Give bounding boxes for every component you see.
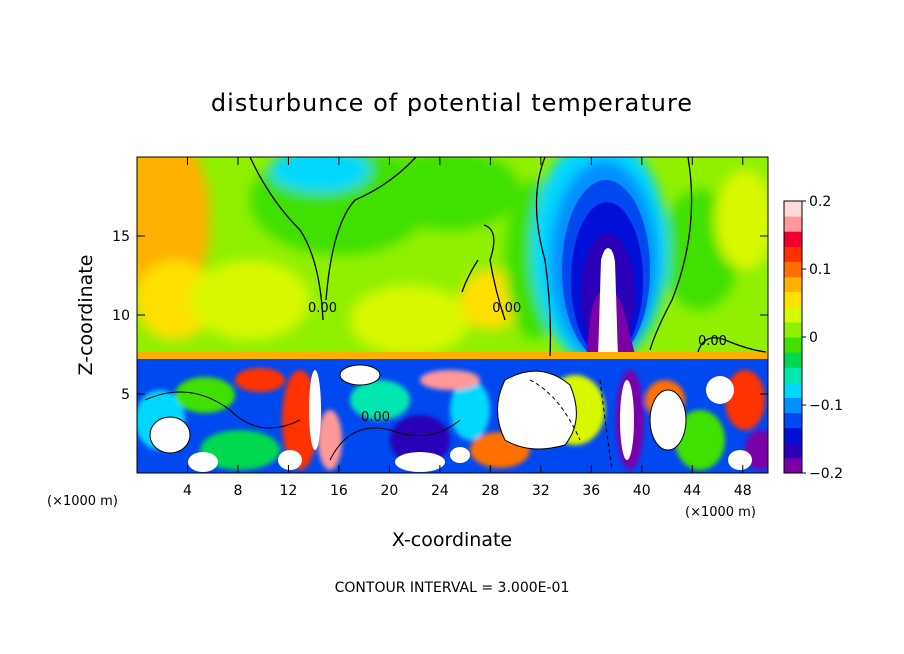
- colorbar: 0.2 0.1 0 −0.1 −0.2: [783, 194, 843, 482]
- contour-label: 0.00: [308, 301, 337, 316]
- colorbar-swatch: [784, 306, 802, 323]
- x-axis-ticks: 4 8 12 16 20 24 28 32 36 40 44 48: [183, 157, 752, 499]
- colorbar-swatch: [784, 231, 802, 247]
- contour-label: 0.00: [492, 301, 521, 316]
- contour-label: 0.00: [698, 334, 727, 349]
- y-tick-label: 10: [112, 308, 130, 324]
- y-axis-unit: (×1000 m): [47, 494, 118, 509]
- lower-field-patches: [149, 364, 752, 472]
- x-tick-label: 28: [481, 483, 499, 499]
- lower-contours: [144, 379, 613, 471]
- colorbar-swatch: [784, 427, 802, 444]
- colorbar-swatch: [784, 201, 802, 217]
- colorbar-swatch: [784, 261, 802, 278]
- x-tick-label: 24: [431, 483, 449, 499]
- chart-title: disturbunce of potential temperature: [211, 89, 693, 117]
- x-tick-label: 48: [734, 483, 752, 499]
- y-axis-ticks: 5 10 15: [112, 229, 768, 403]
- contour-label: 0.00: [361, 410, 390, 425]
- colorbar-swatch: [784, 276, 802, 293]
- interface-band: [137, 352, 768, 360]
- colorbar-swatch: [784, 291, 802, 308]
- x-axis-unit: (×1000 m): [685, 505, 756, 520]
- x-tick-label: 16: [330, 483, 348, 499]
- colorbar-swatch: [784, 397, 802, 414]
- colorbar-swatch: [784, 442, 802, 459]
- upper-contours: [249, 157, 767, 357]
- colorbar-tick-label: 0.2: [809, 194, 831, 210]
- x-tick-label: 8: [233, 483, 242, 499]
- plume-saturated: [598, 248, 618, 358]
- x-tick-label: 20: [380, 483, 398, 499]
- colorbar-tick-label: −0.1: [809, 398, 843, 414]
- x-tick-label: 40: [633, 483, 651, 499]
- colorbar-swatch: [784, 457, 802, 474]
- x-tick-label: 12: [280, 483, 298, 499]
- contour-labels: 0.00 0.00 0.00 0.00: [308, 301, 727, 425]
- colorbar-swatch: [784, 367, 802, 383]
- colorbar-swatch: [784, 321, 802, 338]
- x-tick-label: 44: [683, 483, 701, 499]
- colorbar-tick-label: 0: [809, 330, 818, 346]
- colorbar-tick-label: −0.2: [809, 466, 843, 482]
- colorbar-swatch: [784, 412, 802, 429]
- colorbar-tick-label: 0.1: [809, 262, 831, 278]
- colorbar-swatch: [784, 337, 802, 353]
- y-axis-label: Z-coordinate: [75, 255, 97, 376]
- y-tick-label: 15: [112, 229, 130, 245]
- x-tick-label: 32: [532, 483, 550, 499]
- plot-area: 0.00 0.00 0.00 0.00: [137, 157, 768, 473]
- colorbar-swatch: [784, 246, 802, 262]
- colorbar-swatch: [784, 352, 802, 368]
- colorbar-swatch: [784, 382, 802, 398]
- y-tick-label: 5: [121, 387, 130, 403]
- contour-interval-note: CONTOUR INTERVAL = 3.000E-01: [335, 580, 570, 596]
- colorbar-swatch: [784, 216, 802, 232]
- x-tick-label: 4: [183, 483, 192, 499]
- x-tick-label: 36: [582, 483, 600, 499]
- x-axis-label: X-coordinate: [392, 529, 512, 551]
